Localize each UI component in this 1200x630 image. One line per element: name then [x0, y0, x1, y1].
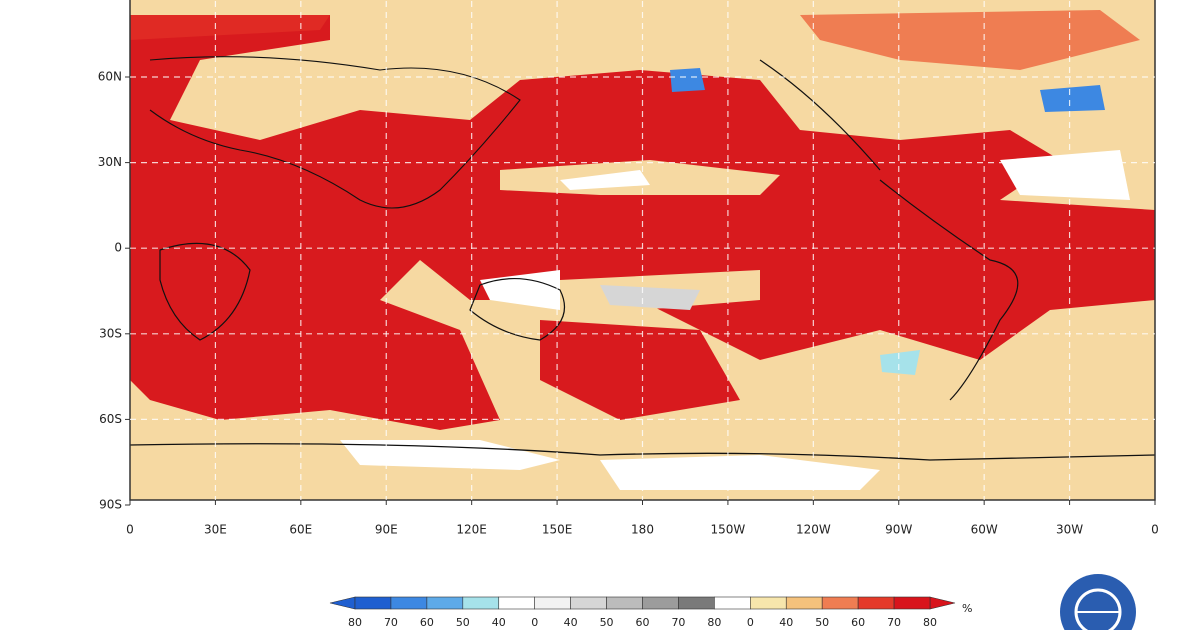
colorbar-label: 70	[671, 616, 685, 629]
logo-circle	[1060, 574, 1136, 630]
cold-area	[670, 68, 705, 92]
colorbar-segment	[678, 596, 715, 610]
colorbar-label: 50	[456, 616, 470, 629]
latitude-label: 60S	[99, 412, 122, 426]
wmo-logo	[1060, 574, 1136, 630]
colorbar-segment	[606, 596, 643, 610]
colorbar-label: 40	[564, 616, 578, 629]
warm-region	[130, 15, 330, 40]
latitude-label: 30N	[98, 155, 122, 169]
map: 60N 30N 0 30S 60S 90S 0 30E 60E 90E 120E 150E 180 15…	[98, 0, 1159, 537]
longitude-label: 150E	[542, 523, 573, 537]
colorbar-segment	[534, 596, 571, 610]
colorbar-label: 40	[779, 616, 793, 629]
colorbar-unit: %	[962, 602, 972, 615]
coastline	[129, 443, 1156, 461]
longitude-label: 150W	[711, 523, 746, 537]
colorbar-label: 60	[420, 616, 434, 629]
coastline	[159, 242, 251, 341]
colorbar-label: 60	[851, 616, 865, 629]
colorbar-segment	[426, 596, 464, 610]
longitude-label: 60W	[971, 523, 998, 537]
longitude-label: 90E	[375, 523, 398, 537]
colorbar-label: 80	[348, 616, 362, 629]
colorbar-segment	[893, 596, 931, 610]
longitude-label: 120W	[796, 523, 831, 537]
cold-area	[880, 350, 920, 375]
cold-area	[1040, 85, 1105, 112]
colorbar-label: 50	[600, 616, 614, 629]
colorbar-label: 40	[492, 616, 506, 629]
colorbar-segment	[750, 596, 787, 610]
colorbar-label: 0	[531, 616, 538, 629]
coastline	[879, 179, 1019, 401]
coastline	[469, 278, 566, 341]
warm-region	[800, 10, 1140, 70]
longitude-label: 90W	[885, 523, 912, 537]
latitude-label: 0	[114, 241, 122, 255]
latitude-label: 90S	[99, 498, 122, 512]
colorbar-segment	[498, 596, 535, 610]
graticule	[130, 0, 1155, 500]
colorbar-label: 0	[747, 616, 754, 629]
longitude-label: 180	[631, 523, 654, 537]
longitude-label: 0	[1151, 523, 1159, 537]
colorbar-label: 80	[707, 616, 721, 629]
coastline	[759, 59, 881, 171]
colorbar: 80 70 60 50 40 0 40 50 60 70 80 0 40 50 60 70 80%	[329, 596, 972, 629]
coastline	[149, 56, 521, 209]
colorbar-extension	[329, 596, 356, 610]
longitude-label: 120E	[456, 523, 487, 537]
colorbar-label: 70	[384, 616, 398, 629]
colorbar-segment	[462, 596, 500, 610]
latitude-label: 60N	[98, 70, 122, 84]
colorbar-segment	[821, 596, 859, 610]
longitude-label: 30E	[204, 523, 227, 537]
colorbar-extension	[929, 596, 956, 610]
colorbar-segment	[642, 596, 679, 610]
longitude-labels: 0 30E 60E 90E 120E 150E 180 150W 120W 90W 60W 30W 0	[126, 500, 1159, 537]
colorbar-label: 60	[636, 616, 650, 629]
warm-region	[540, 320, 740, 420]
colorbar-segment	[390, 596, 428, 610]
latitude-labels: 60N 30N 0 30S 60S 90S	[98, 70, 130, 512]
colorbar-segment	[857, 596, 895, 610]
colorbar-label: 80	[923, 616, 937, 629]
neutral-area	[560, 170, 650, 190]
colorbar-segment	[714, 596, 751, 610]
longitude-label: 60E	[289, 523, 312, 537]
colorbar-segment	[354, 596, 392, 610]
colorbar-segment	[570, 596, 607, 610]
neutral-area	[600, 455, 880, 490]
latitude-label: 30S	[99, 326, 122, 340]
longitude-label: 30W	[1056, 523, 1083, 537]
neutral-area	[600, 285, 700, 310]
colorbar-label: 50	[815, 616, 829, 629]
colorbar-label: 70	[887, 616, 901, 629]
colorbar-segment	[785, 596, 823, 610]
longitude-label: 0	[126, 523, 134, 537]
neutral-area	[340, 440, 560, 470]
